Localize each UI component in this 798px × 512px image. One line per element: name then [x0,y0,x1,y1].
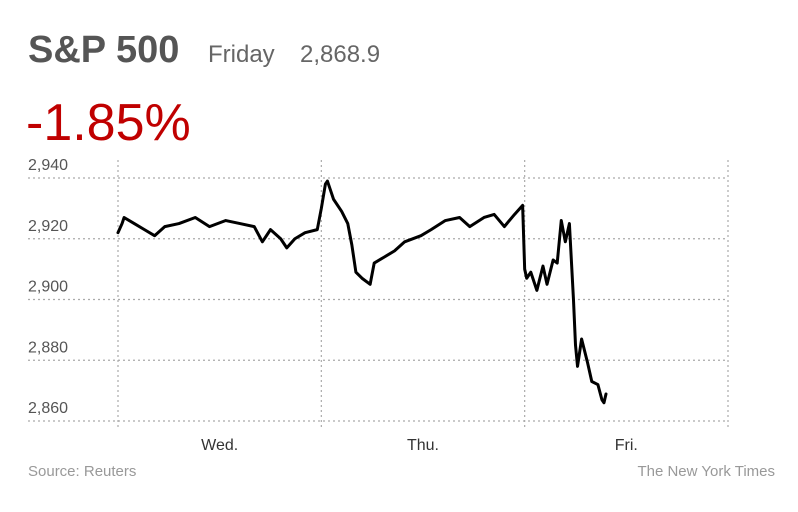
change: -1.85% [26,94,191,152]
x-tick-label: Wed. [201,437,238,454]
y-tick-label: 2,900 [28,279,68,296]
y-tick-label: 2,860 [28,400,68,417]
last-value: 2,868.9 [300,41,380,68]
x-tick-label: Fri. [615,437,638,454]
day-label: Friday [208,41,275,68]
chart-title: S&P 500 [28,29,179,71]
price-line [116,179,608,405]
source: Source: Reuters [28,463,136,480]
y-tick-label: 2,920 [28,218,68,235]
y-tick-label: 2,880 [28,339,68,356]
x-tick-label: Thu. [407,437,439,454]
y-tick-label: 2,940 [28,157,68,174]
credit: The New York Times [637,463,775,480]
